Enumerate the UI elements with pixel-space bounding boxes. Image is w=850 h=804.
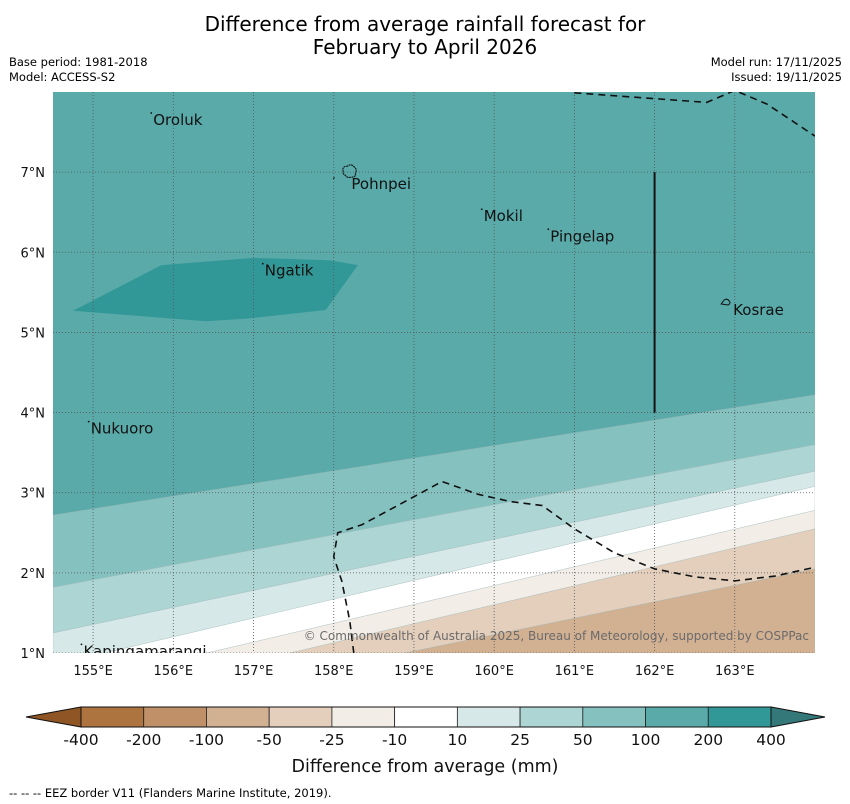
map-area: Oroluk Pohnpei Mokil Pingelap Ngatik Kosrae Nu… <box>53 92 815 660</box>
colorbar: -400 -200 -100 -50 -25 -10 10 25 50 100 200 400 Diff… <box>25 706 826 777</box>
place-label: Oroluk <box>153 111 202 129</box>
colorbar-tick-label: 50 <box>573 731 593 749</box>
lon-tick-label: 158°E <box>314 664 354 679</box>
colorbar-segment <box>206 706 270 728</box>
colorbar-segment <box>645 706 709 728</box>
island-outline-icon <box>720 298 731 306</box>
colorbar-tick-label: -25 <box>319 731 344 749</box>
colorbar-frame <box>80 706 772 728</box>
model-run: Model run: 17/11/2025 <box>710 55 842 69</box>
copyright-notice: © Commonwealth of Australia 2025, Bureau… <box>304 629 809 643</box>
place-label: Pingelap <box>550 227 614 245</box>
island-dot-icon <box>150 112 153 114</box>
map-axes: 155°E 156°E 157°E 158°E 159°E 160°E 161°E 162°E… <box>21 166 755 679</box>
issued-date: Issued: 19/11/2025 <box>731 70 842 84</box>
lon-tick-label: 162°E <box>635 664 675 679</box>
base-period: Base period: 1981-2018 <box>9 55 148 69</box>
island-dot-icon <box>87 420 90 423</box>
chart-title: Difference from average rainfall forecas… <box>0 13 850 59</box>
meta-left: Base period: 1981-2018 Model: ACCESS-S2 <box>9 55 148 85</box>
place-pingelap: Pingelap <box>547 227 614 245</box>
place-kosrae: Kosrae <box>720 298 784 319</box>
lon-tick-label: 157°E <box>234 664 274 679</box>
lat-tick-label: 7°N <box>21 166 46 181</box>
place-label: Ngatik <box>265 262 314 280</box>
anomaly-band--100to-50 <box>403 568 815 653</box>
colorbar-segment <box>582 706 646 728</box>
colorbar-segment <box>80 706 145 728</box>
island-dot-icon <box>332 176 335 180</box>
place-mokil: Mokil <box>480 207 523 225</box>
lon-tick-label: 163°E <box>715 664 755 679</box>
model-name: Model: ACCESS-S2 <box>9 70 116 84</box>
colorbar-tick-label: 400 <box>756 731 786 749</box>
colorbar-tick-label: -50 <box>257 731 282 749</box>
colorbar-segment <box>394 706 458 728</box>
place-label: Pohnpei <box>351 175 411 193</box>
colorbar-segment <box>456 706 521 728</box>
meta-right: Model run: 17/11/2025 Issued: 19/11/2025 <box>711 55 842 85</box>
colorbar-segment <box>331 706 396 728</box>
anomaly-patch-200to400 <box>73 257 358 322</box>
title-line-2: February to April 2026 <box>312 35 538 59</box>
colorbar-segment <box>519 706 584 728</box>
lat-tick-label: 2°N <box>21 567 46 582</box>
place-ngatik: Ngatik <box>261 262 314 280</box>
colorbar-tick-label: 100 <box>631 731 661 749</box>
colorbar-tick-label: 200 <box>693 731 723 749</box>
place-label: Nukuoro <box>91 420 154 438</box>
place-label: Mokil <box>484 207 523 225</box>
lon-tick-label: 160°E <box>474 664 514 679</box>
island-dot-icon <box>261 262 264 265</box>
place-kapingamarangi: Kapingamarangi <box>80 642 207 660</box>
colorbar-segment <box>143 706 207 728</box>
island-dot-icon <box>80 643 83 646</box>
colorbar-tick-label: 25 <box>510 731 530 749</box>
lon-tick-label: 161°E <box>555 664 595 679</box>
lon-tick-label: 156°E <box>154 664 194 679</box>
title-line-1: Difference from average rainfall forecas… <box>204 12 646 36</box>
place-oroluk: Oroluk <box>150 111 203 129</box>
eez-border-line <box>332 480 815 653</box>
place-nukuoro: Nukuoro <box>87 420 154 438</box>
lat-tick-label: 3°N <box>21 487 46 502</box>
colorbar-tick-label: -400 <box>63 731 98 749</box>
place-label: Kapingamarangi <box>83 642 206 660</box>
lat-tick-label: 5°N <box>21 326 46 341</box>
lat-tick-label: 4°N <box>21 407 46 422</box>
island-outline-icon <box>342 164 357 178</box>
place-label: Kosrae <box>733 301 784 319</box>
island-dot-icon <box>547 228 550 231</box>
colorbar-tick-label: 10 <box>447 731 467 749</box>
colorbar-tick-label: -10 <box>382 731 407 749</box>
lat-tick-label: 6°N <box>21 246 46 261</box>
eez-footnote: -- -- -- EEZ border V11 (Flanders Marine… <box>9 786 332 800</box>
colorbar-tick-label: -200 <box>126 731 161 749</box>
lon-tick-label: 159°E <box>394 664 434 679</box>
colorbar-under-arrow <box>25 706 82 728</box>
colorbar-over-arrow <box>770 706 826 728</box>
place-pohnpei: Pohnpei <box>332 164 411 193</box>
eez-border-line <box>574 92 815 137</box>
colorbar-segment <box>268 706 333 728</box>
lat-tick-label: 1°N <box>21 647 46 662</box>
island-dot-icon <box>480 208 483 211</box>
colorbar-title: Difference from average (mm) <box>291 757 558 777</box>
colorbar-segment <box>707 706 772 728</box>
lon-tick-label: 155°E <box>73 664 113 679</box>
colorbar-tick-label: -100 <box>189 731 224 749</box>
